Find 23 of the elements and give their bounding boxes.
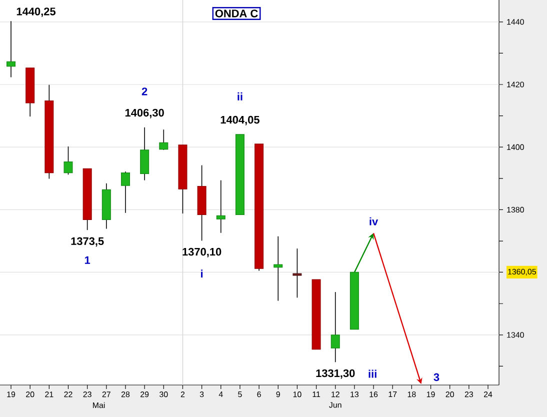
annotation: i	[201, 270, 203, 278]
candlestick	[64, 146, 73, 176]
candlestick	[216, 180, 226, 234]
candlestick	[6, 20, 16, 78]
candlestick	[159, 129, 168, 150]
annotation: 1406,30	[125, 108, 164, 118]
candlestick	[330, 292, 340, 363]
annotation: 2	[142, 88, 148, 96]
annotation: 1370,10	[182, 248, 222, 258]
annotation: 1440,25	[16, 8, 56, 17]
annotation: 3	[434, 373, 440, 382]
annotation: 1404,05	[220, 116, 260, 126]
annotation: iv	[370, 217, 378, 226]
candlestick	[120, 171, 130, 214]
candlestick	[274, 236, 283, 302]
annotation: iii	[368, 370, 376, 378]
annotation: 1331,30	[316, 369, 355, 379]
annotation: 1	[84, 256, 90, 264]
candlestick	[292, 248, 302, 298]
text: ONDA C	[215, 10, 258, 18]
annotation: ii	[238, 92, 242, 100]
candlestick	[140, 126, 150, 181]
annotation: 1373,5	[71, 237, 104, 247]
